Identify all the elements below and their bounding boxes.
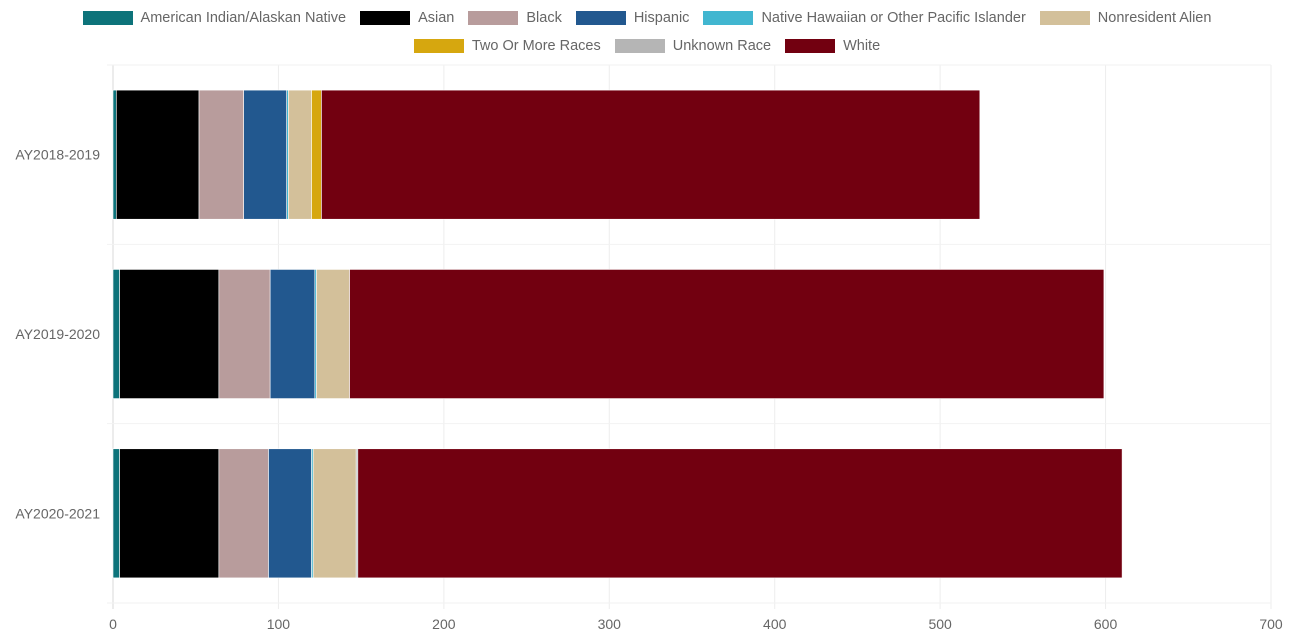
- legend-item-two-or-more-races[interactable]: Two Or More Races: [413, 38, 601, 54]
- x-tick-label: 400: [763, 616, 787, 632]
- legend-item-black[interactable]: Black: [468, 10, 562, 26]
- legend-row-1: American Indian/Alaskan Native Asian Black…: [0, 4, 1294, 32]
- legend-item-american-indian-alaskan-native[interactable]: American Indian/Alaskan Native: [82, 10, 347, 26]
- bar-segment-ay2018-2019-black[interactable]: [198, 89, 244, 220]
- x-tick-label: 200: [432, 616, 456, 632]
- legend-item-nonresident-alien[interactable]: Nonresident Alien: [1039, 10, 1212, 26]
- legend-label: Black: [526, 10, 562, 26]
- legend-swatch: [82, 11, 133, 25]
- bar-segment-ay2019-2020-asian[interactable]: [119, 269, 220, 399]
- bar-segment-ay2018-2019-hispanic[interactable]: [243, 89, 287, 220]
- bar-segment-ay2019-2020-nonresident-alien[interactable]: [316, 269, 350, 399]
- legend-item-hispanic[interactable]: Hispanic: [575, 10, 690, 26]
- bar-segment-ay2018-2019-white[interactable]: [321, 89, 981, 220]
- legend-label: Two Or More Races: [471, 38, 601, 54]
- x-tick-label: 100: [267, 616, 291, 632]
- x-tick-label: 0: [109, 616, 117, 632]
- bar-segment-ay2018-2019-american-indian-alaskan-native[interactable]: [112, 89, 117, 220]
- bar-segment-ay2018-2019-asian[interactable]: [116, 89, 200, 220]
- legend-item-native-hawaiian-or-other-pacific-islander[interactable]: Native Hawaiian or Other Pacific Islande…: [703, 10, 1026, 26]
- chart-axes: 0 100 200 300 400 500 600 700 AY2018-2019 AY2019-…: [15, 147, 1282, 632]
- legend-swatch: [575, 11, 626, 25]
- x-tick-label: 300: [598, 616, 622, 632]
- legend-label: White: [843, 38, 881, 54]
- bar-segment-ay2020-2021-hispanic[interactable]: [268, 448, 312, 579]
- bar-segment-ay2020-2021-nonresident-alien[interactable]: [312, 448, 357, 579]
- legend-swatch: [1039, 11, 1090, 25]
- legend-swatch: [614, 39, 665, 53]
- x-tick-label: 700: [1259, 616, 1283, 632]
- bar-segment-ay2020-2021-american-indian-alaskan-native[interactable]: [112, 448, 120, 579]
- legend-swatch: [468, 11, 519, 25]
- bar-segment-ay2020-2021-black[interactable]: [218, 448, 269, 579]
- legend-item-asian[interactable]: Asian: [360, 10, 454, 26]
- legend-label: Unknown Race: [672, 38, 772, 54]
- bar-segment-ay2020-2021-white[interactable]: [357, 448, 1123, 579]
- chart-legend: American Indian/Alaskan Native Asian Black…: [0, 4, 1294, 60]
- bar-segment-ay2018-2019-nonresident-alien[interactable]: [288, 89, 312, 220]
- y-category-label: AY2019-2020: [15, 326, 100, 342]
- legend-swatch: [703, 11, 754, 25]
- legend-label: Hispanic: [633, 10, 690, 26]
- chart-bars: [112, 89, 1123, 579]
- legend-row-2: Two Or More Races Unknown Race White: [0, 32, 1294, 60]
- legend-item-unknown-race[interactable]: Unknown Race: [614, 38, 772, 54]
- x-tick-label: 600: [1094, 616, 1118, 632]
- bar-segment-ay2019-2020-american-indian-alaskan-native[interactable]: [112, 269, 120, 399]
- bar-segment-ay2019-2020-white[interactable]: [349, 269, 1105, 399]
- legend-swatch: [785, 39, 836, 53]
- legend-label: American Indian/Alaskan Native: [140, 10, 347, 26]
- bar-segment-ay2020-2021-asian[interactable]: [119, 448, 220, 579]
- bar-segment-ay2019-2020-hispanic[interactable]: [269, 269, 316, 399]
- y-category-label: AY2020-2021: [15, 505, 100, 521]
- legend-label: Nonresident Alien: [1097, 10, 1212, 26]
- legend-label: Native Hawaiian or Other Pacific Islande…: [761, 10, 1026, 26]
- legend-item-white[interactable]: White: [785, 38, 880, 54]
- bar-segment-ay2018-2019-two-or-more-races[interactable]: [311, 89, 322, 220]
- x-tick-label: 500: [928, 616, 952, 632]
- legend-label: Asian: [418, 10, 455, 26]
- legend-swatch: [360, 11, 411, 25]
- bar-segment-ay2019-2020-black[interactable]: [218, 269, 271, 399]
- y-category-label: AY2018-2019: [15, 147, 100, 163]
- legend-swatch: [413, 39, 464, 53]
